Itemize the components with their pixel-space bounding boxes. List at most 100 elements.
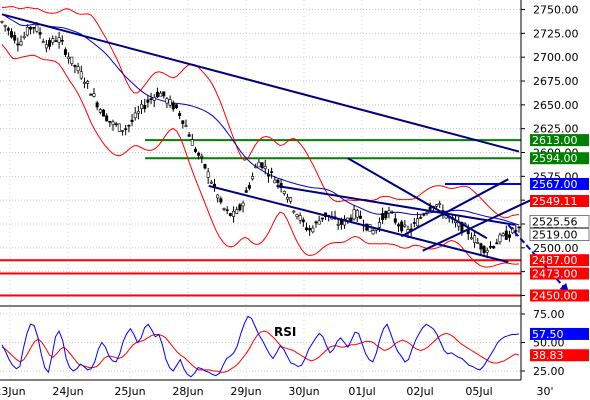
candle-body <box>174 104 178 109</box>
level-label-box <box>530 289 589 302</box>
price-candles <box>0 20 521 259</box>
price-tick-label: 2700.00 <box>533 51 579 64</box>
candle-body <box>295 214 299 217</box>
trendline <box>1 13 520 153</box>
candle-body <box>225 209 229 212</box>
horizontal-levels <box>0 139 521 297</box>
candle-body <box>298 215 302 221</box>
candle-body <box>358 215 362 219</box>
candle-body <box>117 123 121 132</box>
rsi-tick-label: 75.00 <box>533 308 565 321</box>
candle-body <box>260 162 264 168</box>
candle-body <box>16 43 20 46</box>
candle-body <box>314 221 318 224</box>
candle-body <box>22 36 26 38</box>
candle-body <box>184 125 188 127</box>
rsi-value-label: 38.83 <box>532 349 564 362</box>
rsi-value-label: 57.50 <box>532 328 564 341</box>
candle-body <box>67 56 71 60</box>
level-label-box <box>530 134 589 147</box>
candle-body <box>289 197 293 202</box>
candle-body <box>511 227 515 234</box>
candle-body <box>266 174 270 177</box>
candle-body <box>282 191 286 194</box>
candle-body <box>320 217 324 220</box>
candle-body <box>92 93 96 97</box>
level-labels: 2613.00 2594.00 2567.00 2549.11 2525.562519.… <box>529 134 590 362</box>
level-label-box <box>529 215 590 228</box>
candle-body <box>412 222 416 224</box>
candle-body <box>422 213 426 216</box>
level-label: 2519.00 <box>532 229 578 242</box>
candle-body <box>187 134 191 137</box>
candle-body <box>254 166 258 169</box>
candle-body <box>159 92 163 97</box>
candle-body <box>206 171 210 178</box>
trendline <box>347 157 488 240</box>
level-label: 2487.00 <box>532 254 578 267</box>
candle-body <box>390 211 394 214</box>
level-label-box <box>530 177 589 190</box>
candle-body <box>10 31 14 38</box>
candle-body <box>89 93 93 96</box>
axes <box>0 0 522 381</box>
candle-body <box>504 230 508 240</box>
candle-body <box>476 242 480 244</box>
level-label: 2450.00 <box>532 289 578 302</box>
trendline <box>400 178 509 238</box>
candle-body <box>101 109 105 117</box>
candle-body <box>121 130 125 132</box>
candle-body <box>244 190 248 193</box>
candle-body <box>82 82 86 84</box>
time-tick-label: 02Jul <box>406 385 433 398</box>
candle-body <box>29 26 33 30</box>
candle-body <box>95 102 99 108</box>
candle-body <box>193 148 197 152</box>
candle-body <box>514 230 518 232</box>
candle-body <box>171 102 175 110</box>
candle-body <box>146 99 150 103</box>
candle-body <box>473 235 477 243</box>
candle-body <box>197 152 201 156</box>
candle-body <box>63 49 67 55</box>
candle-body <box>393 218 397 223</box>
candle-body <box>57 37 61 43</box>
time-tick-label: 30' <box>536 385 553 398</box>
candle-body <box>48 40 52 47</box>
bollinger-upper <box>1 5 520 219</box>
candle-body <box>79 71 83 79</box>
trendline <box>276 184 516 226</box>
candle-body <box>228 213 232 216</box>
candle-body <box>0 21 4 23</box>
candle-body <box>222 208 226 210</box>
candle-body <box>387 210 391 214</box>
rsi-value-box <box>530 349 589 362</box>
candle-body <box>140 103 144 109</box>
candle-body <box>308 228 312 231</box>
candle-body <box>396 224 400 227</box>
candle-body <box>235 209 239 214</box>
candle-body <box>32 27 36 29</box>
candle-body <box>19 41 23 46</box>
time-tick-label: 25Jun <box>114 385 145 398</box>
price-tick-label: 2675.00 <box>533 75 579 88</box>
candle-body <box>200 155 204 158</box>
candle-body <box>76 66 80 72</box>
candle-body <box>384 211 388 219</box>
bollinger-lower <box>1 44 520 268</box>
candle-body <box>501 233 505 237</box>
candle-body <box>311 227 315 233</box>
candle-body <box>257 161 261 168</box>
candle-body <box>136 110 140 114</box>
rsi-signal-line <box>1 330 520 373</box>
candle-body <box>143 104 147 110</box>
candle-body <box>162 91 166 97</box>
candle-body <box>44 44 48 49</box>
candle-body <box>495 242 499 245</box>
candle-body <box>435 204 439 207</box>
time-tick-label: 01Jul <box>348 385 375 398</box>
price-tick-label: 2500.00 <box>533 242 579 255</box>
candle-body <box>209 181 213 184</box>
candle-body <box>247 185 251 189</box>
candle-body <box>152 97 156 101</box>
